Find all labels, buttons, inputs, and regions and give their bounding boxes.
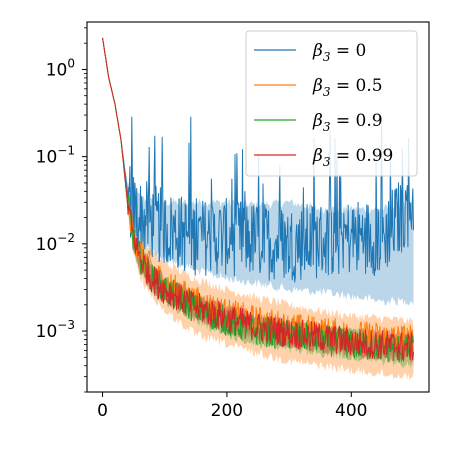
y-tick-label-0: 100: [46, 56, 75, 80]
y-tick-label-1: 10−1: [36, 144, 75, 168]
x-tick-label-1: 200: [211, 401, 243, 421]
x-tick-label-2: 400: [335, 401, 367, 421]
legend-label-1: β3 = 0.5: [312, 76, 383, 99]
legend-label-2: β3 = 0.9: [312, 111, 383, 134]
x-tick-label-0: 0: [97, 401, 108, 421]
series-lines: [102, 37, 414, 363]
plot-frame: [86, 21, 430, 393]
legend-box: [245, 30, 418, 177]
y-tick-label-2: 10−2: [36, 231, 75, 255]
series-line-0: [102, 37, 414, 283]
legend-label-0: β3 = 0: [312, 41, 366, 64]
y-axis: 100 10−1 10−2 10−3: [36, 27, 87, 393]
series-line-3: [102, 37, 414, 361]
y-tick-label-3: 10−3: [36, 318, 75, 342]
legend-label-3: β3 = 0.99: [312, 146, 393, 169]
x-axis: 0 200 400: [97, 392, 367, 421]
legend: β3 = 0 β3 = 0.5 β3 = 0.9 β3 = 0.99: [245, 30, 418, 177]
